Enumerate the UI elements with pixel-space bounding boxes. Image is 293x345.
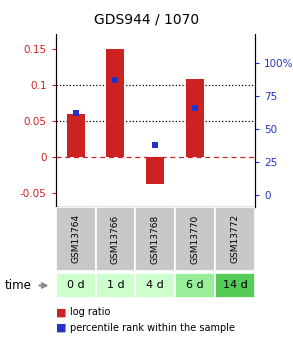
Text: ■: ■ — [56, 307, 66, 317]
Bar — [215, 207, 255, 271]
Text: 6 d: 6 d — [186, 280, 204, 290]
Bar — [186, 79, 204, 157]
Text: ■: ■ — [56, 323, 66, 333]
Text: 14 d: 14 d — [223, 280, 247, 290]
Bar — [67, 114, 85, 157]
Text: GSM13768: GSM13768 — [151, 214, 160, 264]
Bar — [175, 273, 215, 298]
Bar — [146, 157, 164, 184]
Text: time: time — [4, 279, 31, 292]
Text: GSM13764: GSM13764 — [71, 214, 80, 264]
Bar — [56, 207, 96, 271]
Text: GSM13770: GSM13770 — [191, 214, 200, 264]
Text: GSM13772: GSM13772 — [231, 214, 239, 264]
Bar — [215, 273, 255, 298]
Bar — [175, 207, 215, 271]
Bar — [106, 49, 125, 157]
Bar — [56, 273, 96, 298]
Text: GDS944 / 1070: GDS944 / 1070 — [94, 12, 199, 26]
Bar — [96, 207, 135, 271]
Text: 1 d: 1 d — [107, 280, 124, 290]
Text: GSM13766: GSM13766 — [111, 214, 120, 264]
Bar — [135, 207, 175, 271]
Text: 0 d: 0 d — [67, 280, 84, 290]
Bar — [96, 273, 135, 298]
Text: 4 d: 4 d — [146, 280, 164, 290]
Bar — [135, 273, 175, 298]
Text: log ratio: log ratio — [70, 307, 111, 317]
Text: percentile rank within the sample: percentile rank within the sample — [70, 323, 235, 333]
